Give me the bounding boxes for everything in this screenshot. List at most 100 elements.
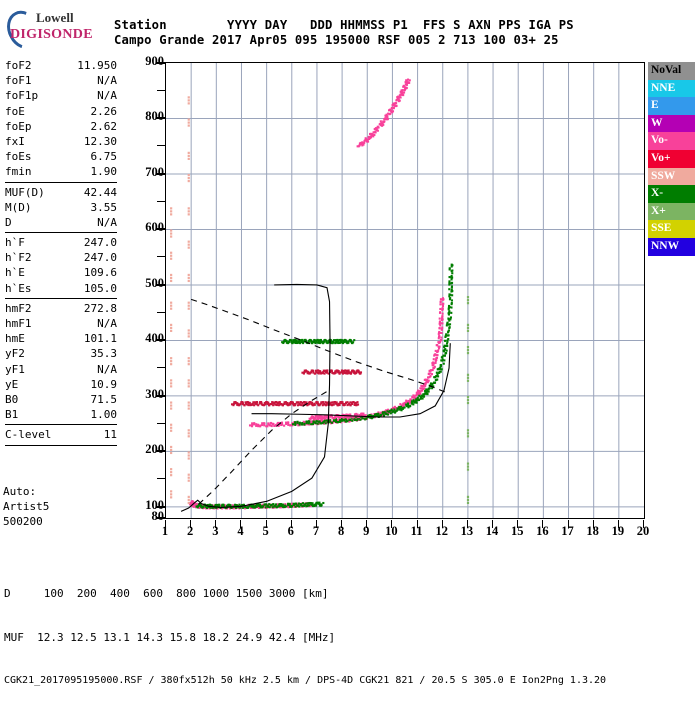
x-tick [416, 520, 418, 528]
param-value: N/A [97, 215, 117, 229]
param-row: M(D) 3.55 [3, 200, 119, 215]
param-row: foEs 6.75 [3, 149, 119, 164]
param-row: foE 2.26 [3, 104, 119, 119]
x-tick [466, 520, 468, 528]
param-divider [5, 424, 117, 426]
y-tick-minor [157, 200, 165, 202]
legend-item-noval[interactable]: NoVal [648, 62, 695, 80]
param-value: 35.3 [90, 347, 118, 361]
param-value: 1.00 [90, 408, 118, 422]
lowell-digisonde-logo: Lowell DIGISONDE [0, 4, 118, 56]
param-value: 6.75 [90, 150, 118, 164]
series-vo-o-trace-f2-region- [248, 297, 445, 428]
y-tick-minor [157, 256, 165, 258]
color-legend[interactable]: NoVal NNE E W Vo- Vo+ SSW X- X+ SSE NNW [648, 62, 695, 256]
param-key: fxI [5, 134, 25, 148]
param-key: h`Es [5, 281, 32, 295]
param-value: 71.5 [90, 392, 118, 406]
x-tick-label: 8 [337, 524, 345, 538]
param-value: 1.90 [90, 165, 118, 179]
param-row: foF1p N/A [3, 88, 119, 103]
legend-item-nnw[interactable]: NNW [648, 237, 695, 256]
y-axis-ticks [156, 62, 166, 519]
y-tick-minor [157, 89, 165, 91]
x-tick [517, 520, 519, 528]
param-row: C-level 11 [3, 427, 119, 442]
legend-item-w[interactable]: W [648, 114, 695, 133]
y-tick-major [156, 117, 165, 120]
y-tick-minor [157, 422, 165, 424]
x-tick-label: 13 [460, 524, 474, 538]
param-row: foF1 N/A [3, 73, 119, 88]
legend-item-vo-[interactable]: Vo+ [648, 149, 695, 168]
param-key: foEp [5, 119, 32, 133]
x-tick-label: 20 [636, 524, 650, 538]
y-tick-minor [157, 311, 165, 313]
legend-item-e[interactable]: E [648, 97, 695, 115]
x-tick [441, 520, 443, 528]
x-tick [165, 520, 166, 528]
param-value: N/A [97, 362, 117, 376]
legend-item-x-[interactable]: X+ [648, 202, 695, 221]
param-key: hmF1 [5, 317, 32, 330]
param-key: h`F2 [5, 251, 32, 265]
param-key: fmin [5, 165, 32, 179]
logo-line2: DIGISONDE [10, 27, 93, 42]
param-row: MUF(D) 42.44 [3, 185, 119, 200]
legend-item-sse[interactable]: SSE [648, 220, 695, 238]
legend-item-vo-[interactable]: Vo- [648, 132, 695, 150]
param-row: hmF2 272.8 [3, 301, 119, 316]
x-axis-labels: 1 2 3 4 5 6 7 8 9 10 11 12 13 14 15 16 17 18 19 20 [150, 524, 670, 544]
param-row: hmF1 N/A [3, 316, 119, 331]
param-divider [5, 297, 117, 299]
param-key: C-level [5, 428, 52, 442]
y-tick-major [156, 339, 165, 342]
legend-item-ssw[interactable]: SSW [648, 167, 695, 186]
x-tick [391, 520, 393, 528]
param-row: fxI 12.30 [3, 134, 119, 149]
x-tick-label: 7 [312, 524, 320, 538]
x-tick-label: 5 [262, 524, 269, 538]
x-tick-label: 1 [161, 524, 169, 538]
x-tick [643, 520, 644, 528]
x-tick [190, 520, 192, 528]
x-tick [542, 520, 544, 528]
profile-muf-d-dashed-curve [190, 298, 446, 393]
param-row: D N/A [3, 215, 119, 230]
x-tick-label: 10 [385, 524, 398, 538]
header-values-row: Campo Grande 2017 Apr05 095 195000 RSF 0… [114, 33, 559, 47]
param-key: yE [5, 377, 19, 391]
param-value: 2.62 [90, 119, 118, 133]
footer-muf-row: MUF 12.3 12.5 13.1 14.3 15.8 18.2 24.9 4… [4, 630, 336, 644]
param-key: foF2 [5, 59, 32, 72]
profile-electron-density-profile-solid-black- [180, 283, 331, 512]
y-tick-major [156, 62, 165, 64]
x-tick-label: 3 [212, 524, 219, 538]
autoscaling-info: Auto: Artist5 500200 [3, 484, 49, 530]
logo-line1: Lowell [36, 10, 74, 25]
legend-item-x-[interactable]: X- [648, 185, 695, 203]
station-header: Station YYYY DAY DDD HHMMSS P1 FFS S AXN… [114, 18, 574, 48]
legend-item-nne[interactable]: NNE [648, 79, 695, 98]
param-row: h`E 109.6 [3, 265, 119, 280]
series-spread-sporadic-echoes-285-km [230, 400, 360, 407]
series-second-hop-f2-2f2- [356, 78, 411, 148]
series-ssw-noise-column-1-9-mhz [187, 96, 190, 505]
param-row: foEp 2.62 [3, 119, 119, 134]
param-value: 109.6 [83, 266, 117, 280]
ionogram-plot[interactable] [165, 62, 645, 519]
profile-e-region-dashed-tangent [198, 391, 328, 505]
x-tick [290, 520, 292, 528]
y-tick-major [156, 228, 165, 231]
series-spread-echoes-400-km [281, 338, 356, 345]
y-tick-label: 300 [145, 386, 164, 401]
x-tick [592, 520, 594, 528]
param-key: foEs [5, 150, 32, 164]
param-key: foF1 [5, 74, 32, 88]
param-value: 105.0 [83, 281, 117, 295]
y-tick-major [156, 394, 165, 397]
footer-info: D 100 200 400 600 800 1000 1500 3000 [km… [4, 558, 606, 718]
parameter-panel: foF2 11.950 foF1 N/A foF1p N/A foE 2.26 foEp 2.62… [3, 58, 119, 448]
x-tick-label: 12 [435, 524, 448, 538]
param-value: 247.0 [83, 236, 117, 250]
